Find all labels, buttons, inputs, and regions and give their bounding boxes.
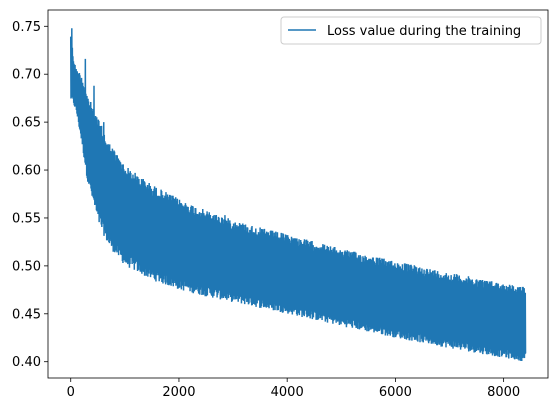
y-tick-label: 0.70 (12, 68, 41, 83)
legend-label: Loss value during the training (327, 24, 521, 39)
x-tick-label: 2000 (162, 385, 195, 400)
x-tick-label: 0 (67, 385, 75, 400)
y-axis: 0.40 0.45 0.50 0.55 0.60 0.65 0.70 0.75 (12, 20, 48, 370)
y-tick-label: 0.75 (12, 20, 41, 35)
y-tick-label: 0.40 (12, 355, 41, 370)
x-tick-label: 8000 (487, 385, 520, 400)
series-line-loss (69, 28, 527, 362)
x-axis: 0 2000 4000 6000 8000 (67, 378, 520, 400)
y-tick-label: 0.65 (12, 116, 41, 131)
legend: Loss value during the training (280, 16, 542, 45)
y-tick-label: 0.60 (12, 164, 41, 179)
y-tick-label: 0.50 (12, 259, 41, 274)
series-layer (69, 28, 527, 362)
legend-box (280, 16, 542, 45)
y-tick-label: 0.45 (12, 307, 41, 322)
x-tick-label: 4000 (271, 385, 304, 400)
y-tick-label: 0.55 (12, 211, 41, 226)
plot-frame (47, 9, 549, 379)
x-tick-label: 6000 (379, 385, 412, 400)
